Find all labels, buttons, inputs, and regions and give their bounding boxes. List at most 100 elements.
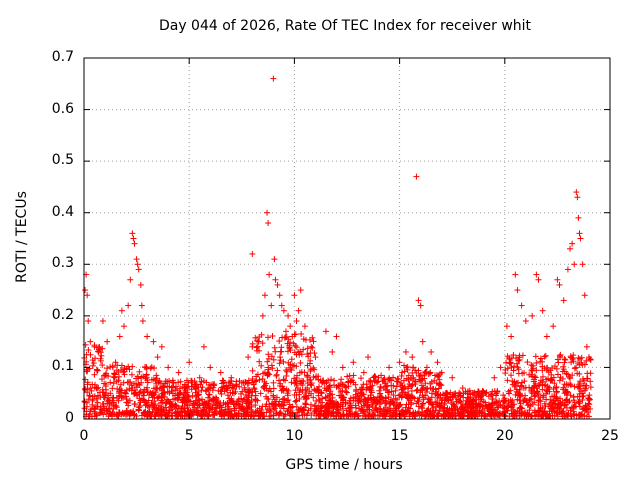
data-point-cloud xyxy=(107,379,114,386)
data-point-cloud xyxy=(270,356,277,363)
data-point-cloud xyxy=(250,381,257,388)
data-point-cloud xyxy=(277,409,284,416)
data-point xyxy=(533,271,540,278)
data-point-cloud xyxy=(570,397,577,404)
data-point xyxy=(419,338,426,345)
data-point-cloud xyxy=(172,392,179,399)
data-point xyxy=(312,354,319,361)
data-point-cloud xyxy=(254,343,261,350)
data-point xyxy=(287,323,294,330)
data-point-cloud xyxy=(408,387,415,394)
data-point xyxy=(82,287,89,294)
data-point xyxy=(417,302,424,309)
data-point-cloud xyxy=(271,344,278,351)
data-point xyxy=(131,240,138,247)
data-point xyxy=(575,214,582,221)
data-point-cloud xyxy=(276,360,283,367)
data-point-cloud xyxy=(436,408,443,415)
data-point-cloud xyxy=(408,399,415,406)
data-point-cloud xyxy=(554,371,561,378)
data-point-cloud xyxy=(211,382,218,389)
data-point-cloud xyxy=(153,385,160,392)
data-point-cloud xyxy=(256,376,263,383)
data-point xyxy=(554,276,561,283)
data-point-cloud xyxy=(406,380,413,387)
data-point-cloud xyxy=(284,348,291,355)
data-point-cloud xyxy=(526,407,533,414)
data-point-cloud xyxy=(310,394,317,401)
data-point-cloud xyxy=(562,389,569,396)
data-point xyxy=(459,385,466,392)
data-point-cloud xyxy=(342,400,349,407)
data-point-cloud xyxy=(500,392,507,399)
data-point-cloud xyxy=(557,351,564,358)
data-point-cloud xyxy=(528,395,535,402)
data-point xyxy=(278,302,285,309)
data-point xyxy=(129,230,136,237)
data-point xyxy=(339,364,346,371)
data-point-cloud xyxy=(586,413,593,420)
data-point xyxy=(125,302,132,309)
data-point-cloud xyxy=(249,375,256,382)
data-point-cloud xyxy=(554,356,561,363)
data-point xyxy=(297,287,304,294)
data-point xyxy=(560,297,567,304)
data-point xyxy=(539,307,546,314)
data-point-cloud xyxy=(274,367,281,374)
data-point-cloud xyxy=(309,344,316,351)
data-point-cloud xyxy=(264,358,271,365)
data-point-cloud xyxy=(504,377,511,384)
data-point-cloud xyxy=(272,348,279,355)
data-point xyxy=(138,302,145,309)
data-point-cloud xyxy=(437,391,444,398)
data-point xyxy=(581,292,588,299)
data-point xyxy=(268,302,275,309)
data-point xyxy=(118,307,125,314)
data-point xyxy=(87,338,94,345)
data-point xyxy=(386,364,393,371)
data-point xyxy=(207,364,214,371)
data-point-cloud xyxy=(249,367,256,374)
data-point-cloud xyxy=(508,364,515,371)
data-point-cloud xyxy=(308,380,315,387)
data-point-cloud xyxy=(408,393,415,400)
data-point xyxy=(333,333,340,340)
data-point-cloud xyxy=(270,379,277,386)
data-point-cloud xyxy=(390,382,397,389)
data-point xyxy=(571,261,578,268)
data-point xyxy=(491,374,498,381)
data-point-cloud xyxy=(87,385,94,392)
data-point xyxy=(550,323,557,330)
data-point-cloud xyxy=(115,397,122,404)
data-point-cloud xyxy=(94,367,101,374)
data-point-cloud xyxy=(415,403,422,410)
data-point-cloud xyxy=(224,392,231,399)
data-point-cloud xyxy=(537,358,544,365)
data-point-cloud xyxy=(293,344,300,351)
data-point-cloud xyxy=(512,391,519,398)
data-point-cloud xyxy=(376,387,383,394)
data-point-cloud xyxy=(288,356,295,363)
data-point-cloud xyxy=(582,385,589,392)
data-point-cloud xyxy=(282,377,289,384)
data-point xyxy=(503,323,510,330)
data-point-cloud xyxy=(124,379,131,386)
data-point xyxy=(428,348,435,355)
data-point xyxy=(249,250,256,257)
data-point xyxy=(301,323,308,330)
data-point-cloud xyxy=(132,400,139,407)
data-point xyxy=(409,354,416,361)
data-point-cloud xyxy=(562,356,569,363)
data-point xyxy=(556,281,563,288)
data-point-cloud xyxy=(298,330,305,337)
data-point xyxy=(259,312,266,319)
data-point xyxy=(245,354,252,361)
data-point-cloud xyxy=(541,353,548,360)
data-point xyxy=(280,307,287,314)
data-point-cloud xyxy=(254,337,261,344)
data-point-cloud xyxy=(511,363,518,370)
data-point-cloud xyxy=(261,369,268,376)
data-point-cloud xyxy=(573,364,580,371)
data-point-cloud xyxy=(294,372,301,379)
data-point xyxy=(99,318,106,325)
